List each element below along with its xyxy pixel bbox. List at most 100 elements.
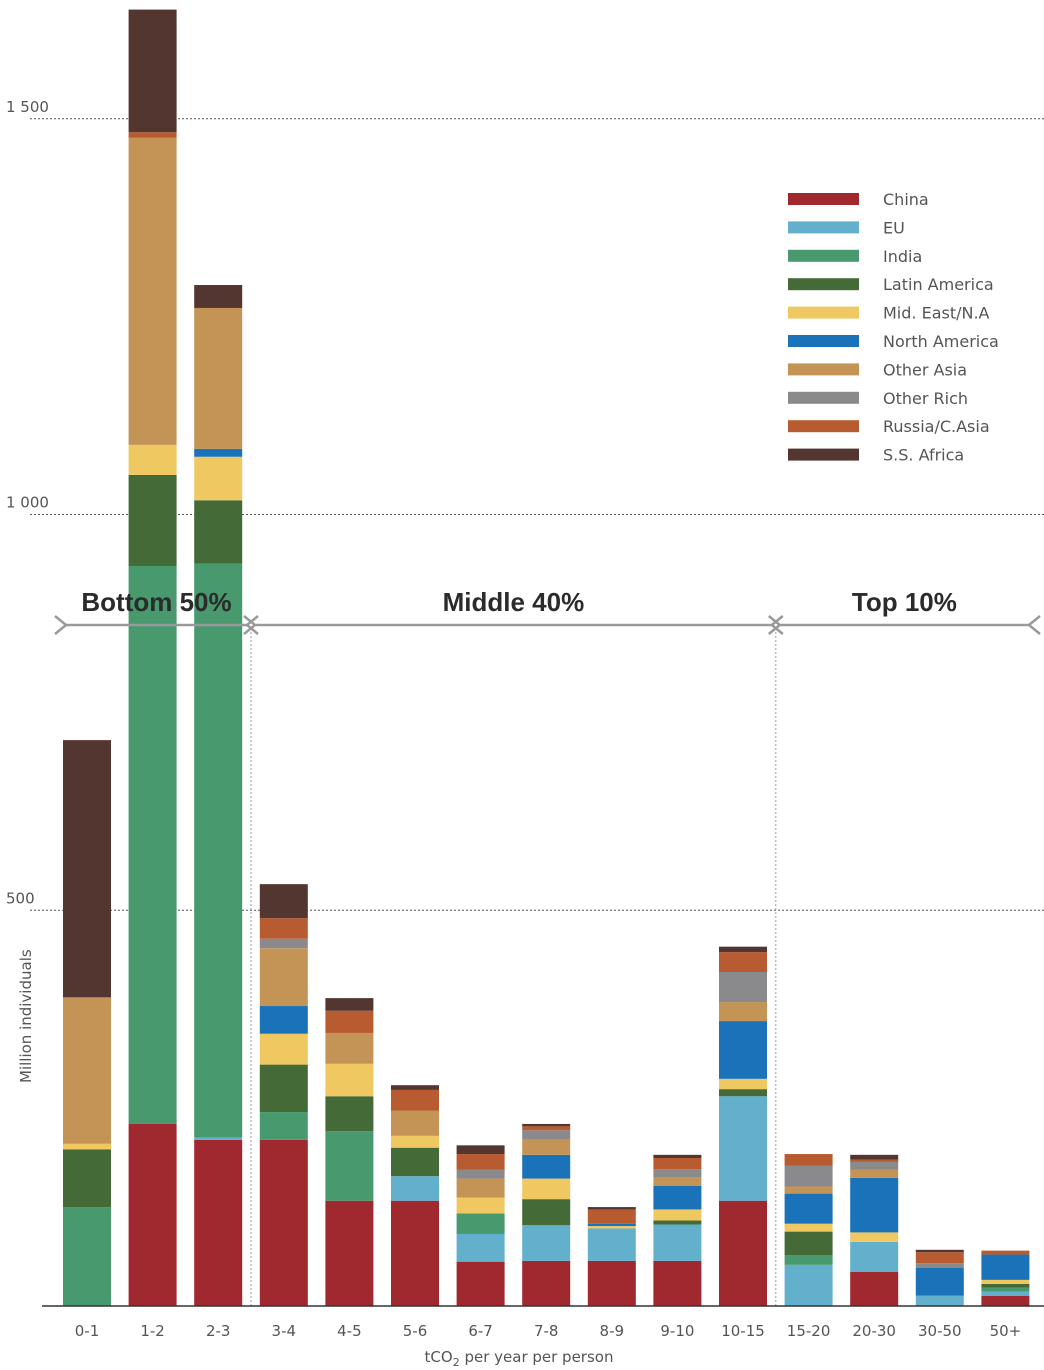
legend-swatch-other-asia	[788, 363, 859, 376]
bar-20-30-s-s-africa	[850, 1154, 899, 1160]
bars	[63, 9, 1030, 1306]
legend-swatch-other-rich	[788, 391, 859, 404]
x-axis-title-rest: per year per person	[460, 1348, 614, 1366]
bar-0-1-latin-america	[63, 1149, 111, 1208]
bar-15-20-eu	[784, 1264, 833, 1306]
x-tick-label: 5-6	[403, 1322, 428, 1340]
bar-5-6-s-s-africa	[391, 1085, 439, 1090]
bar-1-2-other-asia	[128, 137, 177, 445]
bar-15-20-mid-east-n-a	[784, 1223, 833, 1232]
bar-9-10-russia-c-asia	[653, 1157, 702, 1170]
bar-20-30-north-america	[850, 1177, 899, 1233]
bar-2-3-eu	[194, 1137, 243, 1140]
bar-15-20-other-asia	[784, 1186, 833, 1194]
bar-20-30-other-asia	[850, 1169, 899, 1178]
bar-9-10-other-rich	[653, 1169, 702, 1178]
legend-swatch-eu	[788, 221, 859, 234]
x-tick-label: 2-3	[206, 1322, 231, 1340]
bar-3-4-mid-east-n-a	[259, 1033, 308, 1065]
bar-7-8-s-s-africa	[522, 1123, 571, 1127]
bar-0-1-mid-east-n-a	[63, 1143, 111, 1150]
bar-3-4-other-asia	[259, 948, 308, 1007]
y-tick-label: 500	[6, 889, 35, 907]
bar-9-10-mid-east-n-a	[653, 1209, 702, 1221]
bar-10-15-eu	[719, 1096, 767, 1201]
x-axis-title: tCO2 per year per person	[425, 1348, 614, 1369]
x-tick-label: 1-2	[140, 1322, 165, 1340]
bar-7-8-russia-c-asia	[522, 1126, 571, 1131]
legend-label-latin-america: Latin America	[883, 275, 994, 294]
bar-15-20-other-rich	[784, 1165, 833, 1187]
bar-30-50-eu	[915, 1295, 964, 1306]
bar-4-5-china	[325, 1200, 374, 1306]
bar-2-3-north-america	[194, 448, 243, 457]
bar-0-1-other-asia	[63, 997, 111, 1144]
bar-20-30-russia-c-asia	[850, 1159, 899, 1162]
x-tick-label: 7-8	[534, 1322, 559, 1340]
bar-15-20-russia-c-asia	[784, 1154, 833, 1166]
bar-8-9-north-america	[587, 1223, 636, 1227]
bar-15-20-latin-america	[784, 1231, 833, 1256]
bar-4-5-russia-c-asia	[325, 1010, 374, 1033]
bar-2-3-s-s-africa	[194, 285, 243, 308]
bar-0-1-s-s-africa	[63, 740, 111, 998]
bar-30-50-s-s-africa	[915, 1249, 964, 1253]
x-axis-title-subscript: 2	[453, 1356, 460, 1369]
bar-5-6-china	[391, 1200, 439, 1306]
bar-15-20-north-america	[784, 1193, 833, 1224]
bar-30-50-other-rich	[915, 1263, 964, 1269]
bar-4-5-s-s-africa	[325, 998, 374, 1011]
bar-6-7-other-rich	[456, 1169, 505, 1179]
bar-20-30-other-rich	[850, 1161, 899, 1170]
bar-10-15-latin-america	[719, 1089, 767, 1097]
bar-3-4-latin-america	[259, 1064, 308, 1113]
bar-8-9-mid-east-n-a	[587, 1226, 636, 1229]
bar-50-india	[981, 1287, 1030, 1292]
bar-7-8-mid-east-n-a	[522, 1178, 571, 1200]
bar-20-30-eu	[850, 1241, 899, 1272]
bar-4-5-latin-america	[325, 1096, 374, 1132]
x-tick-label: 4-5	[337, 1322, 362, 1340]
legend-swatch-mid-east-n-a	[788, 306, 859, 319]
legend-swatch-north-america	[788, 335, 859, 347]
bar-7-8-other-asia	[522, 1139, 571, 1155]
x-tick-label: 6-7	[468, 1322, 493, 1340]
bar-9-10-other-asia	[653, 1177, 702, 1186]
bar-10-15-russia-c-asia	[719, 952, 767, 973]
legend-swatch-china	[788, 193, 859, 205]
bar-20-30-china	[850, 1271, 899, 1306]
bar-10-15-s-s-africa	[719, 946, 767, 953]
bar-3-4-india	[259, 1112, 308, 1140]
group-label-bottom-50: Bottom 50%	[81, 587, 231, 617]
bar-6-7-india	[456, 1213, 505, 1234]
legend-swatch-india	[788, 249, 859, 262]
bar-3-4-north-america	[259, 1006, 308, 1034]
bar-2-3-other-asia	[194, 307, 243, 449]
bar-6-7-china	[456, 1261, 505, 1306]
x-axis-title-main: tCO	[425, 1348, 453, 1366]
bar-10-15-china	[719, 1200, 767, 1306]
bar-10-15-mid-east-n-a	[719, 1078, 767, 1090]
bar-1-2-s-s-africa	[128, 9, 177, 133]
x-tick-label: 0-1	[75, 1322, 100, 1340]
bar-5-6-eu	[391, 1176, 439, 1201]
bar-5-6-mid-east-n-a	[391, 1135, 439, 1148]
legend-label-north-america: North America	[883, 332, 999, 351]
bar-2-3-china	[194, 1139, 243, 1306]
x-tick-label: 50+	[990, 1322, 1022, 1340]
y-tick-label: 1 500	[6, 98, 49, 116]
bar-6-7-other-asia	[456, 1178, 505, 1198]
bar-3-4-s-s-africa	[259, 884, 308, 919]
bar-50-mid-east-n-a	[981, 1279, 1030, 1284]
axes: 500 1 000 1 500 0-1 1-2 2-3 3-4 4-5 5-6 6-7 7-8 8-9…	[6, 98, 1044, 1340]
y-tick-label: 1 000	[6, 494, 49, 512]
bar-8-9-s-s-africa	[587, 1207, 636, 1210]
bar-9-10-latin-america	[653, 1220, 702, 1225]
bar-2-3-mid-east-n-a	[194, 456, 243, 501]
bar-4-5-other-asia	[325, 1032, 374, 1064]
bar-6-7-mid-east-n-a	[456, 1197, 505, 1214]
group-label-middle-40: Middle 40%	[443, 587, 585, 617]
bar-2-3-latin-america	[194, 500, 243, 564]
legend-swatch-latin-america	[788, 278, 859, 291]
bar-9-10-china	[653, 1260, 702, 1306]
